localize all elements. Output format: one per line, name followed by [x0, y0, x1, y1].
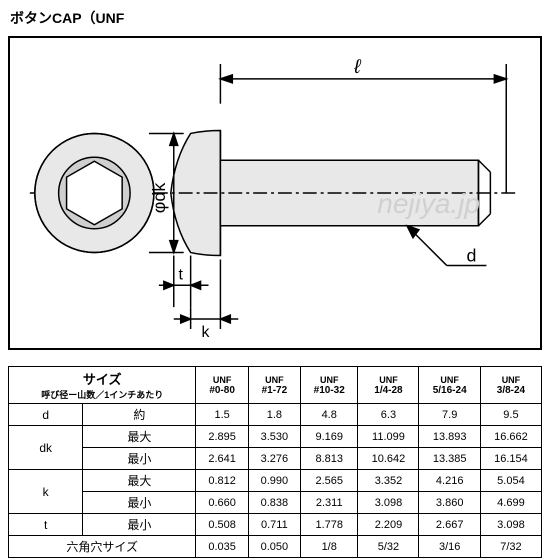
svg-text:ℓ: ℓ: [353, 56, 362, 78]
spec-table: サイズ呼び径ー山数／1インチあたりUNF#0-80UNF#1-72UNF#10-…: [8, 366, 542, 558]
svg-text:t: t: [179, 266, 184, 283]
svg-text:k: k: [202, 324, 210, 341]
page-title: ボタンCAP（UNF: [10, 8, 550, 28]
svg-text:φdk: φdk: [149, 183, 169, 214]
svg-text:d: d: [467, 245, 477, 265]
technical-drawing: ℓ φdk: [8, 36, 542, 350]
